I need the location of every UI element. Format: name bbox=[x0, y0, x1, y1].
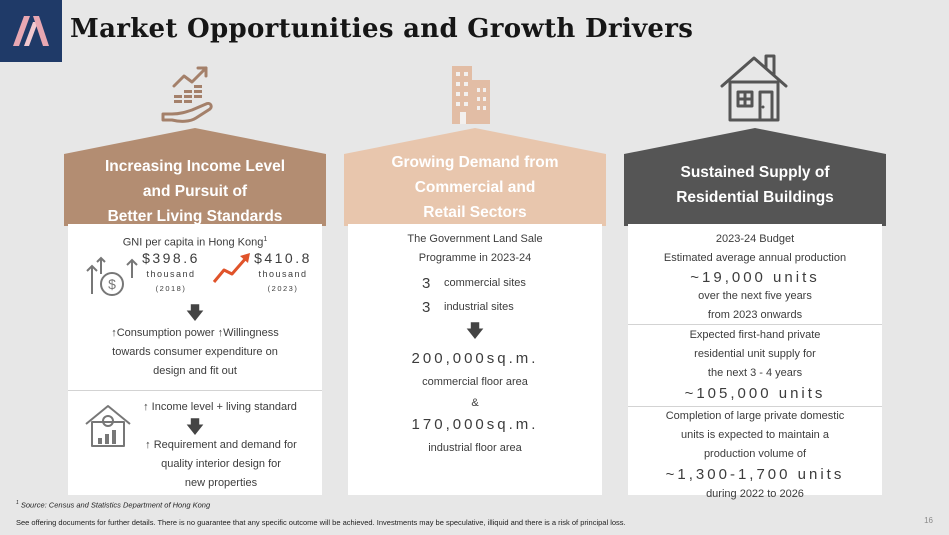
gni-title: GNI per capita in Hong Kong1 bbox=[122, 236, 268, 249]
first-hand-supply-block: Expected first-hand private residential … bbox=[684, 329, 826, 402]
divider bbox=[628, 324, 882, 325]
house-income-icon bbox=[85, 405, 131, 447]
commercial-sites-row: 3 commercial sites bbox=[422, 275, 526, 292]
income-level-header: Increasing Income Level and Pursuit of B… bbox=[64, 128, 326, 226]
trend-up-arrow-icon bbox=[212, 253, 250, 283]
gni-2023: $410.8 thousand (2023) bbox=[254, 250, 312, 293]
divider bbox=[68, 390, 322, 391]
header-line: Retail Sectors bbox=[423, 204, 527, 221]
budget-block: 2023-24 Budget Estimated average annual … bbox=[663, 233, 847, 321]
gni-2018: $398.6 thousand (2018) bbox=[142, 250, 200, 293]
house-icon bbox=[720, 54, 788, 122]
header-line: and Pursuit of bbox=[142, 183, 248, 200]
footnote: 1 Source: Census and Statistics Departme… bbox=[16, 500, 211, 510]
consumption-text: ↑Consumption power ↑Willingness towards … bbox=[111, 327, 279, 377]
page-title: Market Opportunities and Growth Drivers bbox=[70, 14, 694, 44]
header-line: Residential Buildings bbox=[676, 189, 834, 206]
page-number: 16 bbox=[924, 516, 933, 525]
commercial-floor-area-label: commercial floor area bbox=[422, 376, 528, 388]
hand-growth-chart-icon bbox=[161, 66, 213, 123]
coin-growth-icon: $ bbox=[84, 254, 140, 298]
requirement-text: ↑ Requirement and demand for quality int… bbox=[145, 439, 297, 489]
residential-supply-header: Sustained Supply of Residential Building… bbox=[624, 128, 886, 226]
down-arrow-icon: 🡇 bbox=[185, 303, 205, 323]
header-line: Better Living Standards bbox=[107, 208, 283, 225]
completion-block: Completion of large private domestic uni… bbox=[665, 410, 845, 500]
down-arrow-icon: 🡇 bbox=[185, 417, 205, 437]
commercial-floor-area-value: 200,000sq.m. bbox=[411, 350, 539, 367]
commercial-demand-header: Growing Demand from Commercial and Retai… bbox=[344, 128, 606, 226]
header-line: Sustained Supply of bbox=[680, 164, 830, 181]
buildings-icon bbox=[452, 66, 490, 124]
company-logo bbox=[0, 0, 62, 62]
divider bbox=[628, 406, 882, 407]
header-line: Commercial and bbox=[414, 179, 536, 196]
commercial-demand-body: The Government Land Sale Programme in 20… bbox=[348, 224, 602, 495]
disclaimer: See offering documents for further detai… bbox=[16, 518, 626, 527]
income-level-panel: Increasing Income Level and Pursuit of B… bbox=[64, 128, 326, 495]
industrial-floor-area-value: 170,000sq.m. bbox=[411, 416, 539, 433]
income-living-text: ↑ Income level + living standard bbox=[143, 401, 297, 413]
commercial-demand-panel: Growing Demand from Commercial and Retai… bbox=[344, 128, 606, 495]
ampersand: & bbox=[471, 397, 479, 409]
industrial-floor-area-label: industrial floor area bbox=[428, 442, 522, 454]
land-sale-title: The Government Land Sale Programme in 20… bbox=[407, 233, 543, 264]
residential-supply-body: 2023-24 Budget Estimated average annual … bbox=[628, 224, 882, 500]
logo-mark-icon bbox=[13, 16, 49, 46]
down-arrow-icon: 🡇 bbox=[465, 321, 485, 341]
header-line: Increasing Income Level bbox=[104, 158, 286, 175]
svg-text:$: $ bbox=[108, 276, 116, 292]
header-line: Growing Demand from bbox=[391, 154, 559, 171]
income-level-body: GNI per capita in Hong Kong1 $ $398.6 th… bbox=[68, 224, 322, 495]
industrial-sites-row: 3 industrial sites bbox=[422, 299, 514, 316]
residential-supply-panel: Sustained Supply of Residential Building… bbox=[624, 128, 886, 500]
